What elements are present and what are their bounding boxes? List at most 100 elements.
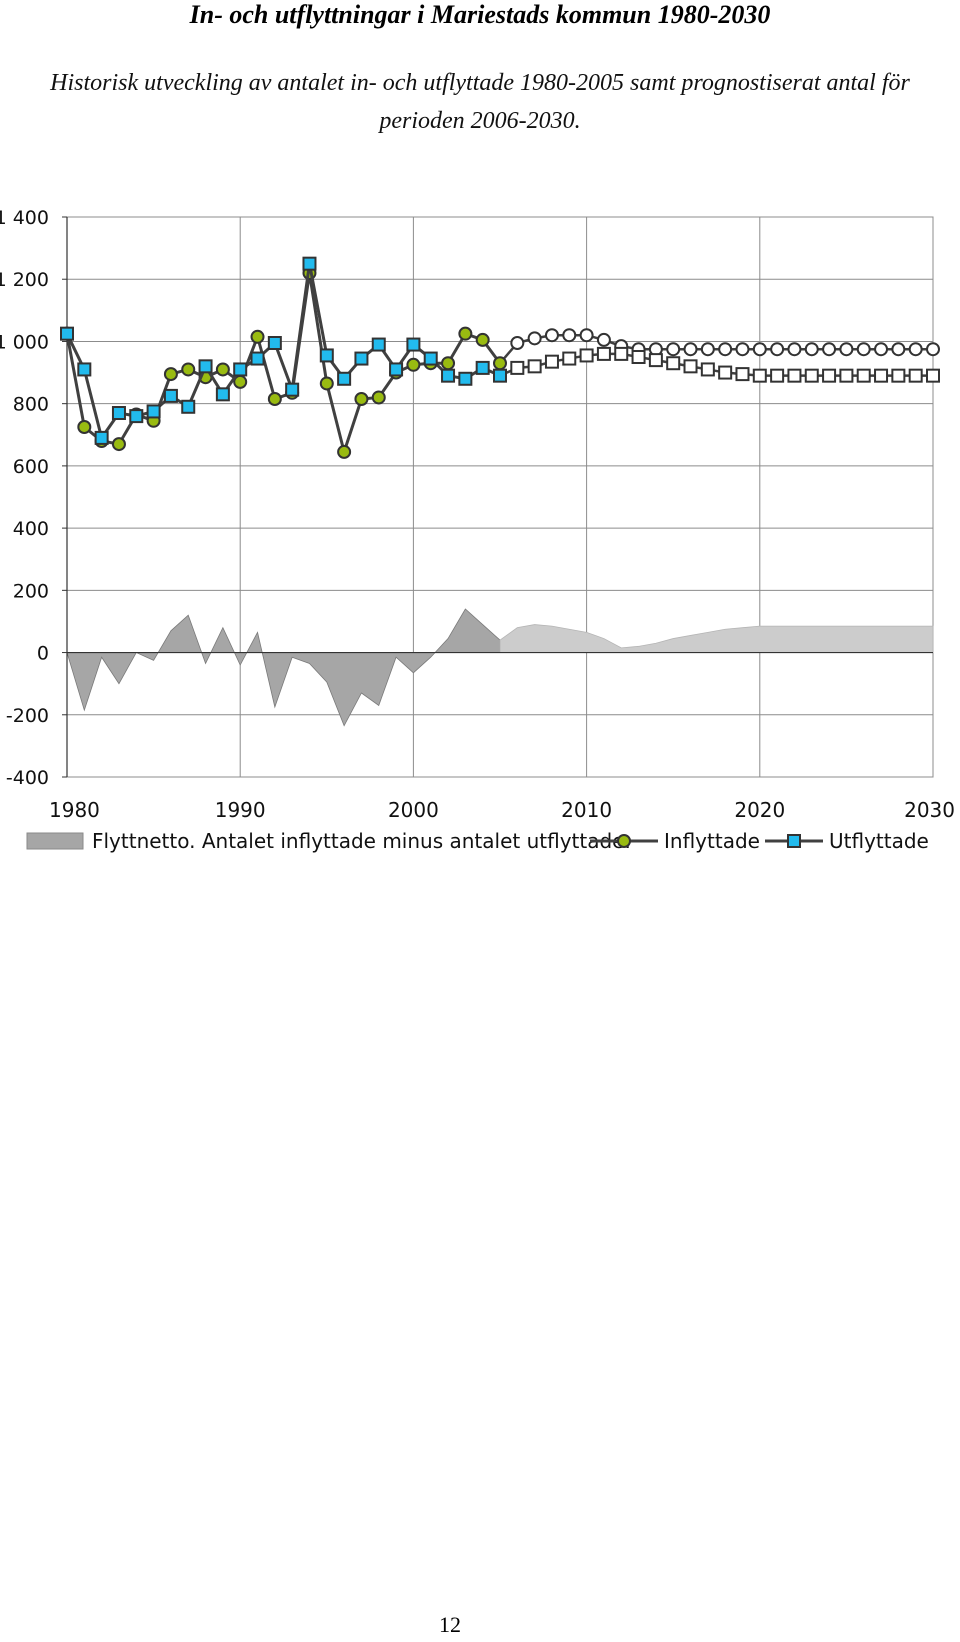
- utflyttade-point: [666, 356, 681, 371]
- chart-subtitle: Historisk utveckling av antalet in- och …: [50, 70, 910, 134]
- utflyttade-point: [146, 404, 161, 419]
- utflyttade-point: [77, 362, 92, 377]
- y-tick-label: -200: [6, 705, 49, 727]
- y-tick-label: -400: [6, 767, 49, 789]
- utflyttade-point: [371, 337, 386, 352]
- utflyttade-point: [839, 368, 854, 383]
- inflyttade-point: [562, 328, 577, 343]
- inflyttade-point: [804, 342, 819, 357]
- net-migration-area: [66, 608, 934, 727]
- utflyttade-point: [337, 371, 352, 386]
- legend-label-flyttnetto: Flyttnetto. Antalet inflyttade minus ant…: [92, 829, 631, 853]
- inflyttade-point: [267, 392, 282, 406]
- inflyttade-point: [874, 342, 889, 357]
- inflyttade-point: [683, 342, 698, 357]
- utflyttade-point: [94, 430, 109, 445]
- utflyttade-point: [267, 336, 282, 350]
- inflyttade-point: [441, 356, 456, 371]
- inflyttade-point: [770, 342, 785, 357]
- legend-label-utflyttade: Utflyttade: [829, 829, 929, 853]
- axes: -400 -200 0 200 400 600 800 1 000 1 200 1 400 1980…: [0, 207, 955, 822]
- x-tick-label: 2020: [734, 798, 785, 822]
- x-tick-label: 2030: [904, 798, 955, 822]
- y-tick-label: 200: [13, 580, 49, 602]
- utflyttade-point: [198, 359, 213, 374]
- utflyttade-point: [441, 368, 456, 383]
- utflyttade-point: [233, 362, 248, 377]
- utflyttade-point: [770, 368, 785, 383]
- y-tick-label: 0: [37, 643, 49, 665]
- inflyttade-point: [510, 336, 525, 350]
- utflyttade-point: [319, 348, 334, 363]
- inflyttade-point: [891, 342, 906, 357]
- legend-label-inflyttade: Inflyttade: [664, 829, 760, 853]
- utflyttade-point: [614, 346, 629, 361]
- inflyttade-point: [822, 342, 837, 357]
- series-lines: [60, 256, 940, 459]
- utflyttade-point: [111, 406, 126, 420]
- inflyttade-point: [250, 329, 265, 344]
- inflyttade-point: [215, 362, 230, 377]
- x-tick-label: 1980: [49, 798, 100, 822]
- inflyttade-point: [839, 342, 854, 357]
- inflyttade-point: [475, 332, 490, 347]
- utflyttade-point: [389, 362, 404, 377]
- y-tick-label: 1 000: [0, 331, 49, 353]
- inflyttade-point: [354, 392, 369, 406]
- y-tick-label: 1 400: [0, 207, 49, 229]
- inflyttade-point: [787, 342, 802, 357]
- y-tick-label: 1 200: [0, 269, 49, 291]
- utflyttade-point: [908, 368, 923, 383]
- y-tick-label: 800: [13, 394, 49, 416]
- utflyttade-point: [752, 368, 767, 383]
- net-migration-historical-area: [66, 608, 501, 727]
- utflyttade-point: [787, 368, 802, 383]
- utflyttade-point: [631, 350, 646, 364]
- utflyttade-point: [527, 359, 542, 374]
- x-tick-label: 1990: [215, 798, 266, 822]
- y-tick-label: 600: [13, 456, 49, 478]
- utflyttade-point: [493, 368, 507, 383]
- utflyttade-point: [718, 365, 733, 380]
- utflyttade-point: [804, 368, 819, 383]
- x-tick-label: 2010: [561, 798, 612, 822]
- inflyttade-point: [406, 357, 421, 372]
- inflyttade-point: [926, 342, 940, 357]
- net-migration-forecast-area: [499, 624, 934, 653]
- utflyttade-point: [891, 368, 906, 383]
- inflyttade-point: [319, 376, 334, 391]
- legend-swatch-flyttnetto: [26, 832, 84, 850]
- legend: Flyttnetto. Antalet inflyttade minus ant…: [26, 829, 929, 853]
- inflyttade-point: [856, 342, 871, 357]
- utflyttade-point: [285, 382, 300, 397]
- inflyttade-point: [700, 342, 715, 357]
- utflyttade-point: [181, 399, 196, 414]
- legend-marker-utflyttade: [787, 834, 801, 848]
- utflyttade-point: [683, 359, 698, 374]
- utflyttade-point: [475, 360, 490, 375]
- page-number: 12: [439, 1612, 461, 1637]
- inflyttade-point: [666, 342, 681, 357]
- utflyttade-point: [215, 387, 230, 402]
- utflyttade-point: [423, 351, 438, 366]
- grid: [66, 216, 934, 778]
- utflyttade-point: [822, 368, 837, 383]
- utflyttade-point: [874, 368, 889, 383]
- chart-title: In- och utflyttningar i Mariestads kommu…: [189, 0, 771, 29]
- utflyttade-point: [700, 362, 715, 377]
- utflyttade-point: [129, 409, 144, 424]
- inflyttade-point: [527, 331, 542, 346]
- inflyttade-point: [752, 342, 767, 357]
- y-tick-label: 400: [13, 518, 49, 540]
- utflyttade-point: [406, 337, 421, 352]
- utflyttade-point: [250, 351, 265, 366]
- line-chart: -400 -200 0 200 400 600 800 1 000 1 200 1 400 1980…: [0, 207, 955, 853]
- inflyttade-point: [111, 437, 126, 452]
- inflyttade-point: [544, 328, 559, 343]
- inflyttade-point: [493, 356, 507, 371]
- utflyttade-point: [596, 346, 611, 361]
- inflyttade-point: [596, 332, 611, 347]
- inflyttade-point: [908, 342, 923, 357]
- utflyttade-point: [458, 371, 473, 386]
- inflyttade-point: [579, 328, 594, 343]
